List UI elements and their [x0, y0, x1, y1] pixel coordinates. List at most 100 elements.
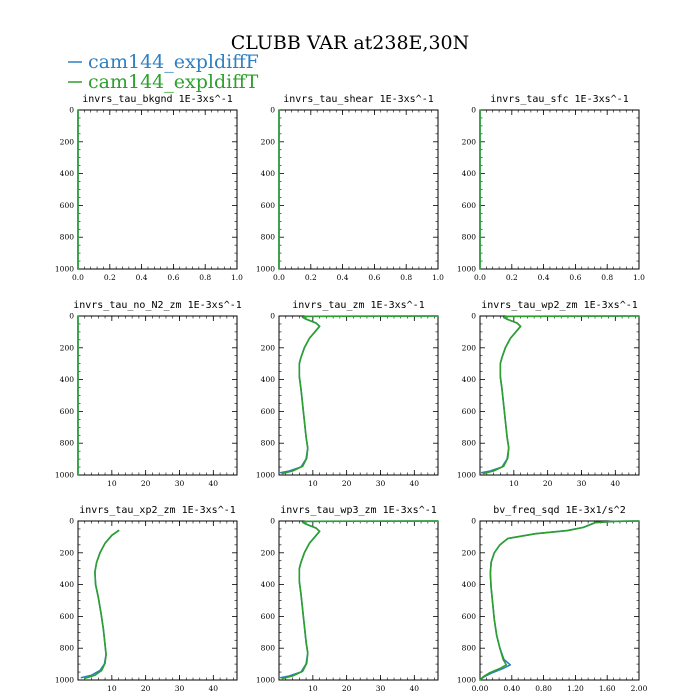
plot-frame	[278, 520, 439, 681]
y-tick-label: 1000	[256, 471, 275, 480]
x-tick-label: 40	[611, 479, 621, 488]
y-tick-label: 400	[60, 375, 75, 384]
y-tick-label: 600	[261, 201, 276, 210]
y-tick-label: 0	[471, 106, 476, 115]
y-tick-label: 400	[462, 169, 477, 178]
y-tick-label: 1000	[55, 471, 74, 480]
x-tick-label: 0.80	[535, 684, 552, 693]
x-tick-label: 0.8	[199, 273, 211, 282]
panel-invrs-tau-bkgnd: invrs_tau_bkgnd 1E-3xs^-1 0 200 400 600 800 10…	[55, 94, 243, 282]
figure-title: CLUBB VAR at238E,30N	[231, 32, 470, 54]
y-tick-label: 1000	[256, 676, 275, 685]
y-tick-label: 200	[60, 548, 75, 557]
x-tick-label: 20	[141, 479, 151, 488]
y-tick-label: 200	[462, 343, 477, 352]
plot-frame	[278, 315, 439, 476]
panel-invrs-tau-wp2-zm: invrs_tau_wp2_zm 1E-3xs^-1 0 200 400 600 800 1…	[457, 300, 640, 488]
y-tick-label: 1000	[457, 265, 476, 274]
y-tick-label: 600	[60, 201, 75, 210]
series-line-cam144-expldiffF	[279, 315, 439, 474]
y-tick-label: 200	[60, 343, 75, 352]
panel-title: invrs_tau_shear 1E-3xs^-1	[283, 94, 434, 105]
y-tick-label: 200	[261, 548, 276, 557]
panel-grid: invrs_tau_bkgnd 1E-3xs^-1020040060080010…	[55, 94, 648, 693]
y-tick-label: 200	[462, 137, 477, 146]
x-tick-label: 1.0	[231, 273, 243, 282]
legend-item-expldiffT: cam144_expldiffT	[68, 71, 259, 93]
panel-title: invrs_tau_bkgnd 1E-3xs^-1	[82, 94, 233, 105]
series-line-cam144-expldiffF	[279, 520, 439, 679]
series-line-cam144-expldiffF	[480, 315, 640, 474]
x-tick-label: 10	[107, 479, 117, 488]
panel-title: invrs_tau_wp3_zm 1E-3xs^-1	[280, 505, 437, 516]
legend: cam144_expldiffF cam144_expldiffT	[68, 51, 259, 93]
plot-frame	[77, 315, 238, 476]
plot-frame	[479, 315, 640, 476]
y-tick-label: 0	[69, 517, 74, 526]
y-tick-label: 800	[462, 233, 477, 242]
x-tick-label: 30	[175, 479, 185, 488]
series-line-cam144-expldiffT	[479, 520, 640, 681]
x-tick-label: 0.2	[104, 273, 116, 282]
x-tick-label: 0.0	[273, 273, 285, 282]
y-tick-label: 600	[60, 407, 75, 416]
x-tick-label: 0.8	[601, 273, 613, 282]
x-tick-label: 0.6	[167, 273, 179, 282]
y-tick-label: 400	[462, 375, 477, 384]
y-tick-label: 200	[261, 343, 276, 352]
series-line-cam144-expldiffT	[83, 529, 120, 680]
y-tick-label: 600	[261, 407, 276, 416]
y-tick-label: 1000	[457, 676, 476, 685]
y-tick-label: 0	[270, 312, 275, 321]
x-tick-label: 2.00	[631, 684, 648, 693]
series-line-cam144-expldiffT	[281, 315, 439, 475]
x-tick-label: 10	[107, 684, 117, 693]
panel-invrs-tau-no-N2-zm: invrs_tau_no_N2_zm 1E-3xs^-10 200 400 600 80…	[55, 300, 242, 488]
x-tick-label: 10	[308, 684, 318, 693]
panel-title: bv_freq_sqd 1E-3x1/s^2	[493, 505, 625, 516]
y-tick-label: 400	[261, 580, 276, 589]
y-tick-label: 200	[60, 137, 75, 146]
x-tick-label: 20	[543, 479, 553, 488]
x-tick-label: 0.4	[136, 273, 148, 282]
x-tick-label: 30	[175, 684, 185, 693]
panel-title: invrs_tau_sfc 1E-3xs^-1	[490, 94, 628, 105]
panel-invrs-tau-wp3-zm: invrs_tau_wp3_zm 1E-3xs^-1 0 200 400 600 800 1…	[256, 505, 439, 693]
x-tick-label: 1.0	[432, 273, 444, 282]
x-tick-label: 30	[376, 684, 386, 693]
x-tick-label: 0.00	[472, 684, 489, 693]
y-tick-label: 800	[462, 644, 477, 653]
x-tick-label: 0.8	[400, 273, 412, 282]
y-tick-label: 0	[270, 517, 275, 526]
x-tick-label: 0.4	[538, 273, 550, 282]
y-tick-label: 400	[261, 375, 276, 384]
panel-invrs-tau-sfc: invrs_tau_sfc 1E-3xs^-1 0 200 400 600 800 1000…	[457, 94, 645, 282]
x-tick-label: 10	[308, 479, 318, 488]
panel-title: invrs_tau_no_N2_zm 1E-3xs^-1	[73, 300, 242, 311]
y-tick-label: 1000	[457, 471, 476, 480]
x-tick-label: 0.0	[72, 273, 84, 282]
y-tick-label: 0	[270, 106, 275, 115]
y-tick-label: 400	[261, 169, 276, 178]
y-tick-label: 800	[60, 439, 75, 448]
x-tick-label: 40	[410, 684, 420, 693]
x-tick-label: 10	[509, 479, 519, 488]
x-tick-label: 30	[376, 479, 386, 488]
panel-title: invrs_tau_xp2_zm 1E-3xs^-1	[79, 505, 236, 516]
y-tick-label: 800	[462, 439, 477, 448]
plot-frame	[479, 109, 640, 270]
plot-frame	[479, 520, 640, 681]
y-tick-label: 400	[60, 580, 75, 589]
x-tick-label: 20	[141, 684, 151, 693]
x-tick-label: 0.2	[305, 273, 317, 282]
x-tick-label: 0.40	[503, 684, 520, 693]
x-tick-label: 1.20	[567, 684, 584, 693]
legend-label-expldiffF: cam144_expldiffF	[88, 51, 259, 73]
panel-invrs-tau-xp2-zm: invrs_tau_xp2_zm 1E-3xs^-1 0 200 400 600 800 1…	[55, 505, 238, 693]
panel-invrs-tau-zm: invrs_tau_zm 1E-3xs^-1 0 200 400 600 800 1000 1…	[256, 300, 439, 488]
y-tick-label: 600	[462, 201, 477, 210]
plot-frame	[77, 520, 238, 681]
y-tick-label: 800	[60, 233, 75, 242]
y-tick-label: 0	[69, 106, 74, 115]
